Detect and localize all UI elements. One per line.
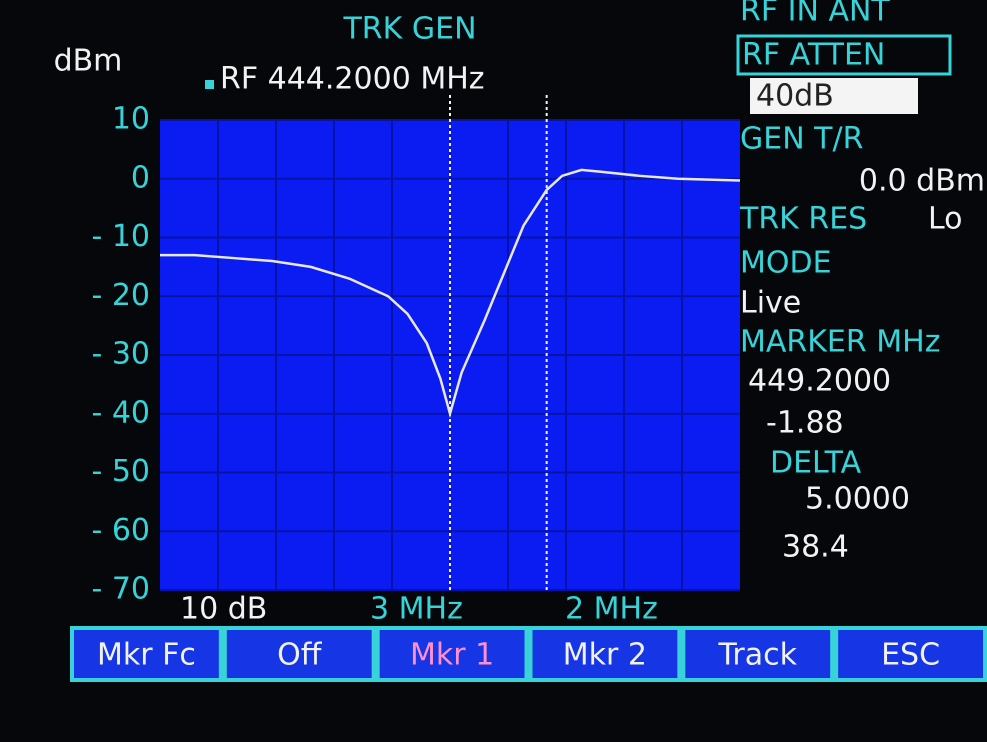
gen-label: GEN T/R <box>740 122 863 157</box>
mode-label: MODE <box>740 246 832 281</box>
trk-res: TRK RES <box>739 202 867 237</box>
mode-value: Live <box>740 286 801 321</box>
y-tick-label: - 70 <box>91 572 150 607</box>
softkey-label[interactable]: ESC <box>881 638 940 673</box>
y-unit: dBm <box>54 44 123 79</box>
softkey-label[interactable]: Mkr Fc <box>97 638 196 673</box>
y-tick-label: - 40 <box>91 395 150 430</box>
rf-frequency: RF 444.2000 MHz <box>220 62 485 97</box>
gen-value: 0.0 dBm <box>859 164 985 199</box>
scale-label: 3 MHz <box>370 592 463 627</box>
y-tick-label: 10 <box>112 102 150 137</box>
marker-freq: 449.2000 <box>748 364 891 399</box>
y-tick-label: - 30 <box>91 337 150 372</box>
atten-value: 40dB <box>756 79 834 114</box>
delta-level: 38.4 <box>782 530 849 565</box>
rf-indicator <box>205 80 214 89</box>
softkey-label[interactable]: Off <box>277 638 323 673</box>
marker-level: -1.88 <box>766 406 844 441</box>
y-tick-label: 0 <box>131 160 150 195</box>
trk-res-value: Lo <box>928 202 963 237</box>
scale-label: 10 dB <box>180 592 267 627</box>
y-tick-label: - 20 <box>91 278 150 313</box>
title: TRK GEN <box>342 12 476 47</box>
softkey-label[interactable]: Mkr 1 <box>410 638 494 673</box>
delta-freq: 5.0000 <box>805 482 910 517</box>
delta-label: DELTA <box>770 446 862 481</box>
y-tick-label: - 50 <box>91 454 150 489</box>
y-tick-label: - 60 <box>91 513 150 548</box>
softkey-label[interactable]: Mkr 2 <box>563 638 647 673</box>
scale-label: 2 MHz <box>565 592 658 627</box>
atten-label: RF ATTEN <box>742 38 885 73</box>
marker-label: MARKER MHz <box>740 325 940 360</box>
softkey-label[interactable]: Track <box>717 638 797 673</box>
y-tick-label: - 10 <box>91 219 150 254</box>
input: RF IN ANT <box>740 0 890 29</box>
screen: TRK GEN dBm RF 444.2000 MHz 10 dB 3 MHz … <box>0 0 987 742</box>
